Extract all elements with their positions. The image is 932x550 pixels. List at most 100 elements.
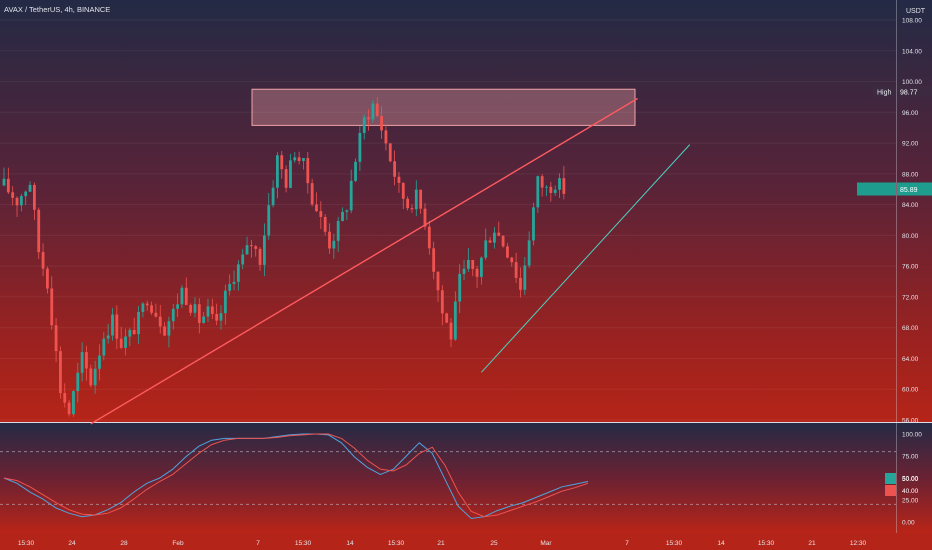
candle-body [401,182,405,199]
candle-body [254,246,258,249]
candle-body [280,155,284,170]
candle-body [106,335,110,339]
main-pane-background [0,0,932,422]
candle-body [111,314,114,336]
candle-body [184,287,188,305]
oscillator-tick-label: 50.00 [902,476,919,483]
candle-body [449,322,453,340]
price-tick-label: 68.00 [902,325,919,332]
time-tick-label: 21 [808,540,816,547]
oscillator-pane-background [0,423,932,533]
candle-body [453,301,457,340]
price-tick-label: 64.00 [902,356,919,363]
candle-body [132,329,136,335]
candle-body [145,303,149,306]
candle-body [202,316,206,323]
price-tick-label: 108.00 [902,18,922,25]
price-tick-label: 60.00 [902,387,919,394]
candle-body [493,232,496,243]
candle-body [475,268,479,277]
candle-body [384,130,388,144]
stoch-d-swatch [885,485,896,496]
candle-body [423,208,427,227]
candle-body [232,281,236,284]
candle-body [488,240,492,243]
candle-body [180,287,184,305]
stoch-k-swatch [885,473,896,484]
candle-body [93,368,97,386]
candle-body [323,216,327,232]
candle-body [267,205,271,236]
candle-body [336,220,340,241]
candle-body [371,103,375,120]
candle-body [115,314,119,339]
candle-body [176,304,179,309]
candle-body [210,306,214,314]
candle-body [536,176,540,208]
price-axis[interactable]: 108.00 104.00 100.00 96.00 92.00 88.00 84.00 80… [902,18,922,425]
time-tick-label: 15:30 [666,540,683,547]
candle-body [358,132,362,162]
candle-body [558,178,561,190]
price-tick-label: 56.00 [902,418,919,425]
candle-body [306,158,310,184]
candle-body [85,352,88,369]
oscillator-tick-label: 100.00 [902,432,922,439]
price-tick-label: 96.00 [902,110,919,117]
candle-body [480,257,483,277]
candle-body [315,204,318,212]
oscillator-tick-label: 75.00 [902,454,919,461]
time-tick-label: 15:30 [295,540,312,547]
candle-body [37,209,41,253]
time-tick-label: 21 [437,540,445,547]
chart-title: AVAX / TetherUS, 4h, BINANCE [4,5,110,14]
price-tick-label: 76.00 [902,264,919,271]
time-axis[interactable]: 15:30 24 28 Feb 7 15:30 14 15:30 21 25 Mar 7 15:30 14… [18,540,867,547]
candle-body [76,372,80,392]
candle-body [41,252,45,269]
oscillator-legend-value: 40.00 [902,488,919,495]
high-badge-label-box [873,86,896,97]
candle-body [72,391,75,415]
candle-body [80,352,84,373]
candle-body [514,262,518,278]
last-price-ticker-box [857,182,896,196]
candle-body [167,321,171,336]
high-badge-value: 98.77 [900,90,918,97]
candle-body [414,189,418,210]
candle-body [119,338,123,348]
candle-body [462,268,466,274]
trendlines [90,97,691,425]
time-tick-label: 28 [120,540,128,547]
candle-body [263,235,266,265]
candle-body [549,186,553,193]
time-tick-label: 12:30 [850,540,867,547]
candle-body [50,288,54,326]
candle-body [319,211,323,217]
candle-body [141,303,145,313]
stoch-k-line [3,433,589,520]
oscillator-tick-label: 0.00 [902,520,915,527]
candle-body [46,268,49,289]
candle-body [124,336,127,348]
candle-body [510,257,514,263]
candle-body [245,245,249,255]
time-axis-background [0,533,932,550]
high-badge: High 98.77 [873,86,932,97]
candle-body [436,271,440,291]
price-tick-label: 92.00 [902,141,919,148]
candle-body [519,277,522,290]
candle-body [497,232,501,236]
candle-body [354,161,357,181]
time-tick-label: 15:30 [18,540,35,547]
candle-body [89,368,93,386]
candle-body [553,189,557,193]
price-tick-label: 80.00 [902,233,919,240]
candle-body [219,313,223,321]
candle-body [98,355,101,369]
candle-body [341,211,344,221]
candle-body [466,259,470,269]
stoch-d-line [3,433,589,518]
last-price-badge: 85.89 [857,182,932,196]
candle-body [24,191,28,197]
